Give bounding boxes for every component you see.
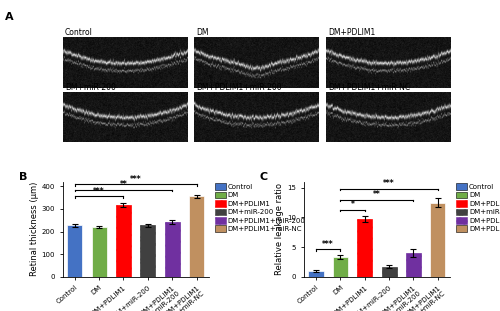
Y-axis label: Retinal thickness (μm): Retinal thickness (μm) [30, 182, 38, 276]
Text: ***: *** [384, 179, 395, 188]
Bar [116, 205, 131, 277]
Y-axis label: Relative leakage ratio: Relative leakage ratio [276, 183, 284, 275]
Bar [430, 202, 446, 277]
Text: DM: DM [196, 28, 209, 37]
Text: B: B [18, 172, 27, 182]
Bar [308, 271, 324, 277]
Text: DM+PDLIM1: DM+PDLIM1 [328, 28, 376, 37]
Text: ***: *** [93, 187, 105, 196]
Bar [189, 197, 204, 277]
Text: ***: *** [130, 174, 141, 183]
Text: *: * [350, 200, 354, 209]
Bar [140, 225, 156, 277]
Text: **: ** [373, 190, 381, 199]
Bar [382, 267, 396, 277]
Text: DM+PDLIM1+miR-NC: DM+PDLIM1+miR-NC [328, 82, 410, 91]
Bar [164, 222, 180, 277]
Bar [67, 225, 82, 277]
Bar [333, 257, 348, 277]
Text: C: C [260, 172, 268, 182]
Legend: Control, DM, DM+PDLIM1, DM+miR-200, DM+PDLIM1+miR-200, DM+PDLIM1+miR-NC: Control, DM, DM+PDLIM1, DM+miR-200, DM+P… [456, 183, 500, 232]
Text: A: A [5, 12, 14, 22]
Text: DM+miR-200: DM+miR-200 [65, 82, 116, 91]
Text: Control: Control [65, 28, 93, 37]
Bar [406, 253, 421, 277]
Text: ***: *** [322, 239, 334, 248]
Text: **: ** [120, 180, 128, 189]
Text: DM+PDLIM1+miR-200: DM+PDLIM1+miR-200 [196, 82, 282, 91]
Bar [357, 219, 372, 277]
Bar [92, 227, 106, 277]
Legend: Control, DM, DM+PDLIM1, DM+miR-200, DM+PDLIM1+miR-200, DM+PDLIM1+miR-NC: Control, DM, DM+PDLIM1, DM+miR-200, DM+P… [215, 183, 306, 232]
